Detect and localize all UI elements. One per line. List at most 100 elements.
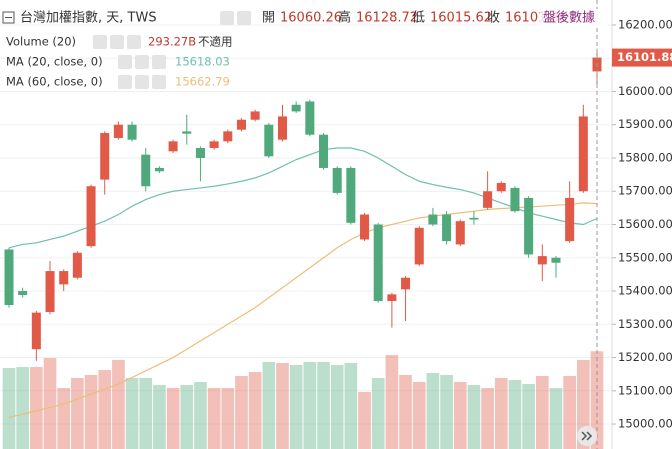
volume-bar	[508, 380, 522, 449]
volume-bar	[112, 360, 125, 449]
volume-bar	[248, 372, 262, 449]
candle-body	[291, 104, 301, 112]
y-tick-label: 15000.00	[618, 417, 672, 431]
after-hours-bg	[540, 9, 608, 27]
candle-body	[387, 294, 397, 301]
candle-body	[182, 131, 192, 134]
volume-bar	[385, 355, 399, 449]
candle-body	[264, 124, 274, 157]
candle-body	[428, 214, 438, 225]
volume-bar	[426, 373, 440, 449]
volume-bar	[289, 365, 303, 449]
legend-button[interactable]	[110, 35, 124, 49]
candle-body	[236, 119, 246, 130]
candle-body	[537, 256, 547, 265]
after-hours-label[interactable]: 盤後數據	[543, 11, 595, 26]
volume-bar	[207, 388, 221, 449]
candle-body	[305, 101, 315, 135]
eye-button[interactable]	[220, 11, 234, 25]
candle-body	[4, 249, 14, 305]
y-tick-label: 15900.00	[618, 117, 672, 131]
volume-bar	[166, 388, 180, 449]
candle-body	[318, 134, 329, 168]
volume-bar	[481, 388, 494, 449]
candle-body	[31, 312, 41, 350]
legend-button[interactable]	[152, 55, 166, 69]
candle-body	[360, 214, 370, 240]
settings-button[interactable]	[237, 11, 251, 25]
candle-body	[168, 141, 178, 152]
candle-body	[578, 116, 588, 192]
volume-bar	[84, 375, 98, 449]
volume-bar	[535, 376, 549, 449]
y-tick-label: 15800.00	[618, 150, 672, 164]
y-tick-label: 15200.00	[618, 350, 672, 364]
candle-body	[510, 187, 520, 212]
open-label: 開	[262, 11, 275, 26]
y-tick-label: 16200.00	[618, 17, 672, 31]
volume-bar	[194, 382, 207, 449]
ma-line	[8, 147, 598, 249]
candle-body	[332, 167, 342, 193]
volume-bar	[16, 367, 30, 449]
volume-bar	[2, 368, 16, 449]
volume-bar	[440, 375, 453, 449]
candle-body	[524, 197, 534, 255]
legend-button[interactable]	[135, 75, 149, 89]
high-value: 16128.72	[356, 11, 418, 26]
candle-body	[154, 167, 164, 172]
volume-value: 293.27B	[148, 35, 196, 49]
candle-body	[141, 154, 151, 187]
scroll-icon	[581, 431, 593, 441]
ma20-legend: MA (20, close, 0)	[6, 55, 103, 69]
candle-body	[277, 116, 288, 140]
candle-body	[442, 214, 452, 242]
volume-bar	[139, 378, 153, 449]
legend-button[interactable]	[118, 55, 132, 69]
candle-body	[373, 224, 383, 301]
volume-legend: Volume (20)	[6, 35, 76, 49]
candle-body	[45, 271, 55, 312]
candle-body	[100, 133, 110, 180]
y-tick-label: 15500.00	[618, 250, 672, 264]
legend-button[interactable]	[135, 55, 149, 69]
last-price-badge	[612, 48, 672, 67]
price-axis: 15000.00 15100.00 15200.00 15300.00 15400.00…	[612, 17, 672, 431]
ma-line	[8, 202, 598, 418]
chart-title: 台灣加權指數, 天, TWS	[20, 11, 157, 26]
y-tick-label: 15400.00	[618, 284, 672, 298]
volume-note: 不適用	[198, 35, 233, 49]
y-tick-label: 15700.00	[618, 184, 672, 198]
candle-body	[551, 257, 561, 263]
volume-bar	[262, 362, 276, 449]
legend-button[interactable]	[127, 35, 141, 49]
collapse-icon[interactable]	[2, 11, 15, 24]
legend-button[interactable]	[93, 35, 107, 49]
volume-bar	[71, 378, 84, 449]
legend-button[interactable]	[118, 75, 132, 89]
volume-bar	[125, 378, 139, 449]
volume-bar	[180, 385, 194, 449]
candle-body	[72, 252, 82, 278]
candle-body	[496, 182, 506, 192]
volume-bar	[522, 384, 535, 449]
ma60-legend: MA (60, close, 0)	[6, 75, 103, 89]
volume-bar	[494, 378, 508, 449]
volume-bar	[549, 388, 563, 449]
candle-body	[469, 217, 479, 220]
last-price-label: 16101.88	[617, 50, 672, 64]
volume-bar	[153, 385, 166, 449]
candle-layer	[4, 48, 602, 361]
close-label: 收	[487, 11, 500, 26]
ma20-value: 15618.03	[175, 55, 230, 69]
candle-body	[455, 221, 465, 245]
candle-body	[401, 277, 411, 290]
legend-button[interactable]	[152, 75, 166, 89]
low-value: 16015.62	[430, 11, 492, 26]
volume-bar	[563, 376, 576, 449]
volume-bar	[276, 363, 289, 449]
candle-body	[250, 111, 260, 120]
y-tick-label: 16000.00	[618, 84, 672, 98]
ma-layer	[8, 147, 598, 418]
